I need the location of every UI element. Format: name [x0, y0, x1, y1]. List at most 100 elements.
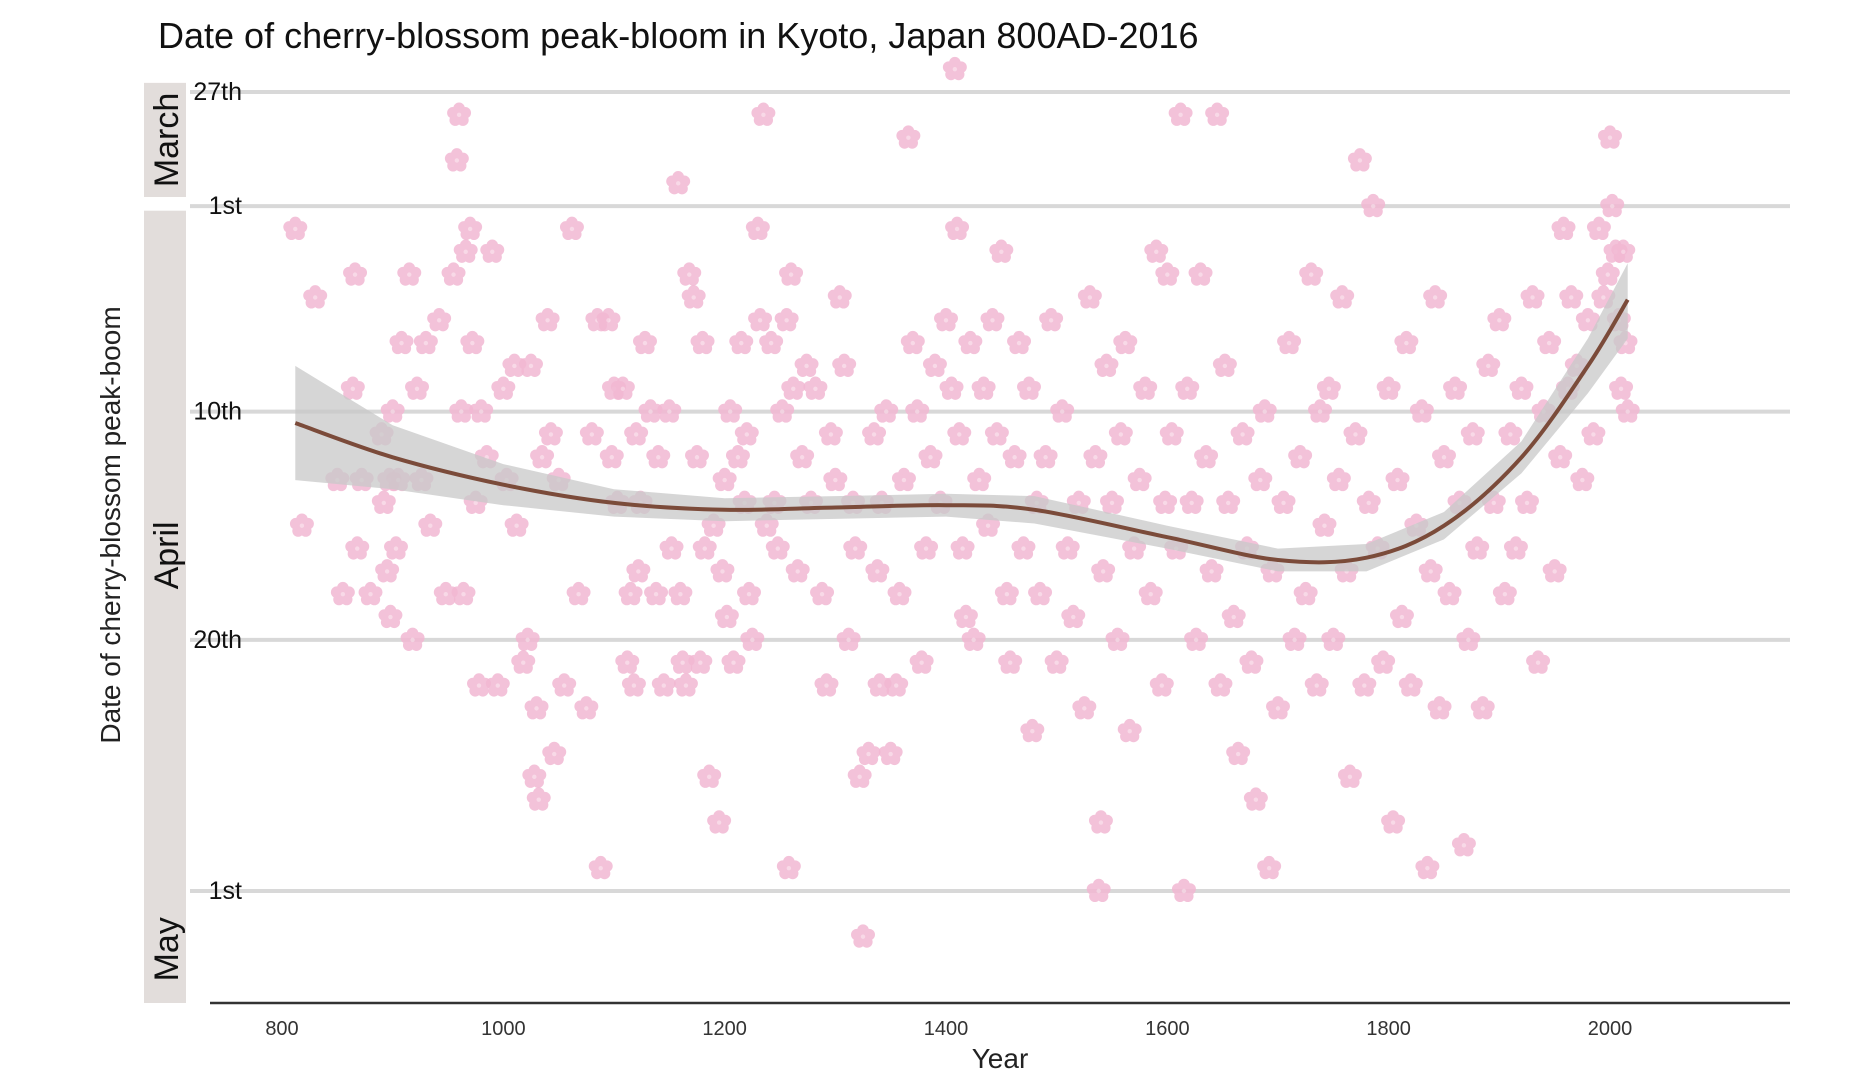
blossom-point: [485, 673, 510, 697]
y-tick-label: 1st: [209, 877, 242, 905]
blossom-point: [770, 399, 795, 423]
blossom-point: [1271, 490, 1296, 514]
blossom-point: [1205, 102, 1230, 126]
blossom-point: [1028, 581, 1053, 606]
blossom-point: [559, 216, 584, 241]
blossom-point: [740, 627, 765, 651]
blossom-point: [522, 764, 547, 788]
blossom-point: [1127, 467, 1152, 492]
blossom-point: [1308, 399, 1333, 423]
blossom-point: [491, 376, 516, 400]
blossom-point: [1138, 581, 1163, 606]
blossom-point: [405, 376, 429, 400]
blossom-point: [685, 444, 709, 469]
blossom-point: [1570, 467, 1595, 492]
blossom-point: [1212, 353, 1237, 378]
blossom-point: [1361, 193, 1386, 218]
x-axis: 800 1000 1200 1400 1600 1800 2000: [210, 1001, 1790, 1040]
blossom-point: [851, 924, 875, 948]
blossom-point: [453, 239, 478, 263]
blossom-point: [905, 399, 930, 423]
blossom-point: [668, 581, 693, 606]
blossom-point: [785, 559, 810, 583]
blossom-point: [1598, 125, 1622, 149]
blossom-point: [803, 376, 828, 400]
blossom-point: [832, 353, 857, 378]
blossom-point: [1050, 399, 1075, 423]
blossom-point: [1456, 627, 1481, 651]
blossom-point: [918, 444, 943, 469]
blossom-point: [737, 581, 761, 606]
blossom-point: [1492, 581, 1517, 606]
blossom-point: [1277, 330, 1302, 355]
blossom-point: [380, 399, 405, 423]
confidence-band-layer: [295, 263, 1628, 572]
blossom-point: [874, 399, 899, 423]
blossom-point: [1487, 307, 1512, 332]
blossom-point: [942, 56, 967, 81]
blossom-point: [1257, 855, 1282, 880]
blossom-point: [900, 330, 925, 355]
blossom-point: [677, 262, 702, 286]
blossom-point: [1011, 536, 1036, 560]
blossom-point: [1551, 216, 1576, 241]
blossom-point: [519, 353, 543, 378]
blossom-point: [1520, 285, 1545, 309]
blossom-point: [1326, 467, 1351, 492]
blossom-point: [418, 513, 443, 537]
blossom-point: [1443, 376, 1468, 400]
blossom-point: [633, 330, 657, 355]
x-tick-label: 2000: [1588, 1018, 1633, 1040]
blossom-point: [734, 422, 759, 446]
blossom-point: [712, 467, 737, 492]
blossom-point: [896, 125, 921, 149]
blossom-point: [843, 536, 868, 560]
blossom-point: [535, 307, 560, 332]
x-tick-label: 1200: [702, 1018, 747, 1040]
blossom-point: [950, 536, 975, 560]
blossom-point: [371, 490, 396, 514]
blossom-point: [1432, 444, 1456, 469]
blossom-point: [574, 696, 599, 720]
blossom-point: [1316, 376, 1341, 400]
month-band-march: [144, 82, 186, 198]
blossom-point: [914, 536, 939, 560]
blossom-point: [469, 399, 494, 423]
blossom-point: [989, 239, 1014, 263]
blossom-point: [1418, 559, 1443, 583]
blossom-point: [1091, 559, 1116, 583]
blossom-point: [1221, 604, 1246, 629]
blossom-point: [673, 673, 698, 697]
x-tick-label: 800: [265, 1018, 298, 1040]
blossom-point: [1239, 650, 1264, 674]
blossom-point: [1451, 833, 1476, 857]
blossom-point: [953, 604, 978, 629]
blossom-point: [1615, 399, 1640, 423]
blossom-point: [451, 581, 476, 606]
chart-title: Date of cherry-blossom peak-bloom in Kyo…: [158, 15, 1199, 56]
blossom-point: [745, 216, 770, 241]
blossom-point: [884, 673, 909, 697]
blossom-point: [1108, 422, 1133, 446]
blossom-point: [998, 650, 1023, 674]
blossom-point: [511, 650, 536, 674]
x-tick-label: 1000: [481, 1018, 526, 1040]
blossom-point: [1133, 376, 1158, 400]
blossom-point: [961, 627, 986, 651]
blossom-point: [1248, 467, 1273, 492]
blossom-point: [1055, 536, 1080, 560]
blossom-point: [666, 171, 691, 195]
blossom-point: [718, 399, 743, 423]
blossom-point: [1149, 673, 1174, 697]
x-tick-label: 1400: [924, 1018, 969, 1040]
blossom-point: [958, 330, 983, 355]
blossom-point: [1460, 422, 1485, 446]
blossom-point: [1600, 193, 1625, 218]
blossom-point: [1243, 787, 1268, 811]
blossom-point: [1312, 513, 1337, 537]
blossom-point: [1188, 262, 1213, 286]
blossom-point: [530, 444, 555, 469]
blossom-point: [939, 376, 964, 400]
blossom-point: [967, 467, 992, 492]
month-label-may: May: [148, 917, 186, 981]
